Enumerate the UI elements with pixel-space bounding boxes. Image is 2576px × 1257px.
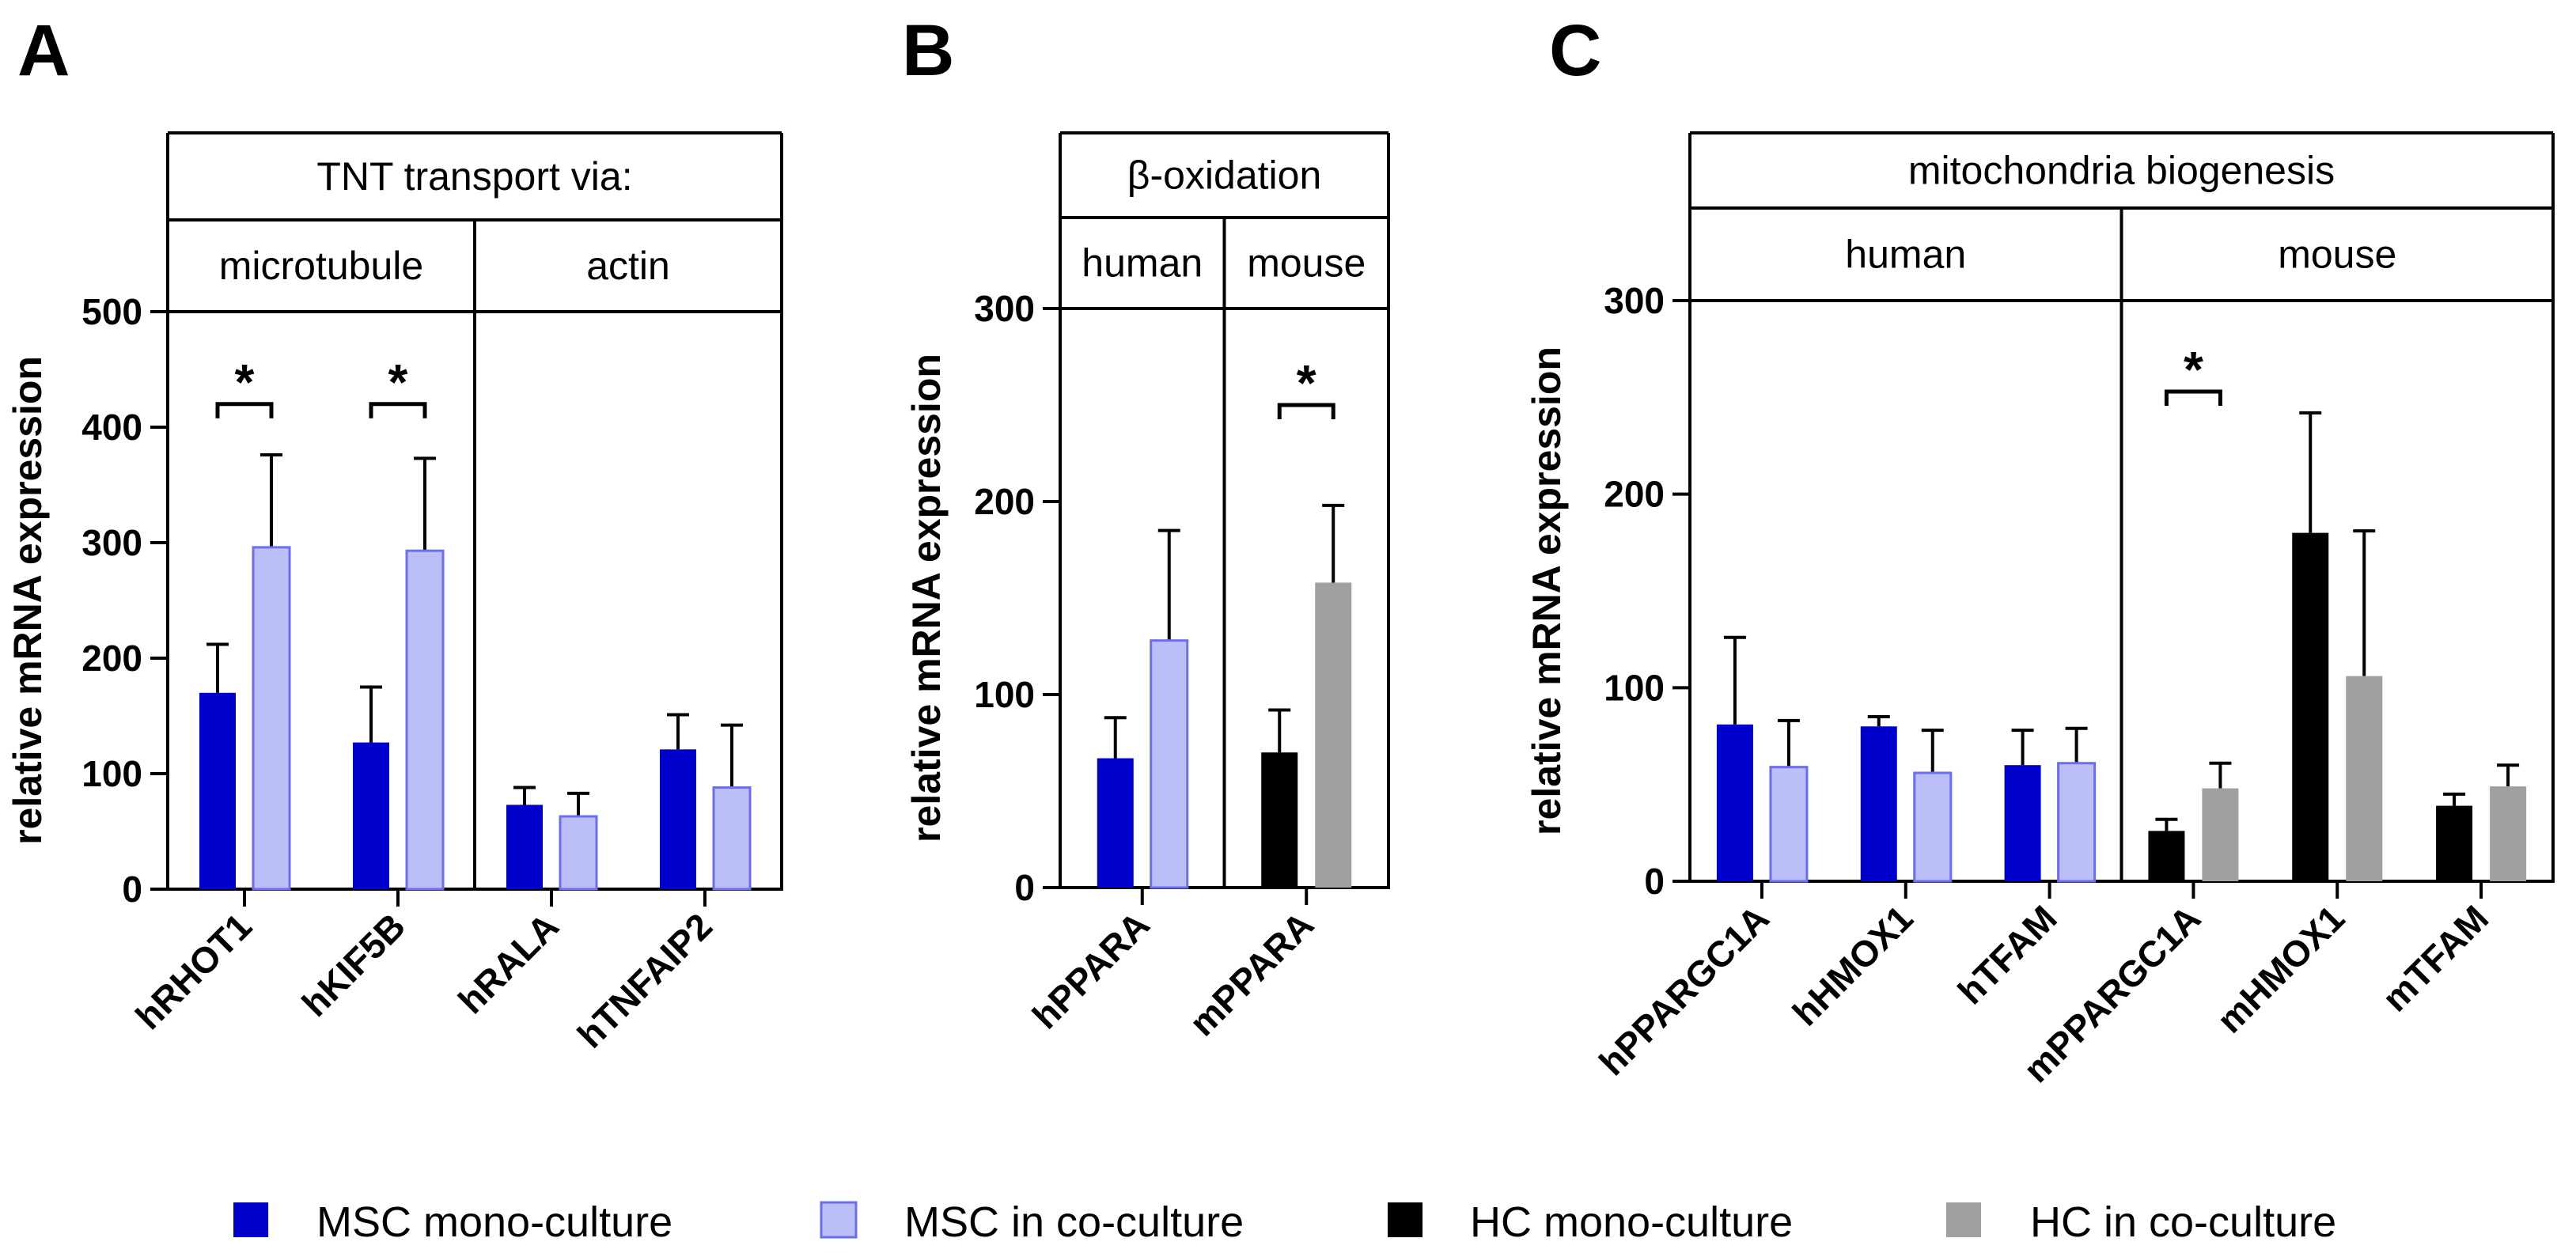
panel-c-y-tick-label: 100	[1604, 667, 1665, 708]
panel-b-chart: β-oxidation human mouse 0 100 200 300 relative …	[904, 131, 1390, 1043]
panel-a-bar-hrhot1-msc-in-co-culture	[252, 546, 291, 891]
panel-b-category-label-mppara: mPPARA	[1181, 903, 1321, 1043]
panel-a-bar-htnfaip2-msc-in-co-culture	[712, 786, 752, 891]
panel-a-y-tick-label: 200	[81, 638, 142, 679]
legend-label-msc-mono: MSC mono-culture	[316, 1198, 672, 1246]
panel-a-bar-hkif5b-msc-mono-culture	[353, 742, 389, 889]
panel-b-subheader-mouse: mouse	[1247, 241, 1366, 286]
panel-a-category-label-hrhot1: hRHOT1	[127, 905, 259, 1037]
panel-b-significance-star-mppara: *	[1297, 354, 1316, 411]
panel-a-bar-htnfaip2-msc-mono-culture	[660, 749, 696, 889]
panel-c-y-tick-label: 0	[1644, 861, 1665, 902]
legend-swatch-hc-co	[1946, 1202, 1981, 1237]
panel-letter-a: A	[17, 10, 70, 91]
legend: MSC mono-culture MSC in co-culture HC mo…	[233, 1198, 2336, 1246]
legend-item-hc-mono: HC mono-culture	[1388, 1198, 1793, 1246]
panel-b-significance-bracket-mppara	[1277, 403, 1335, 419]
panel-c-y-axis-label: relative mRNA expression	[1525, 346, 1569, 835]
panel-c-significance-star-mppargc1a: *	[2184, 341, 2203, 398]
panel-a-category-label-htnfaip2: hTNFAIP2	[570, 905, 720, 1055]
legend-item-hc-co: HC in co-culture	[1946, 1198, 2336, 1246]
panel-c-bar-mhmox1-mono-culture	[2292, 532, 2329, 881]
legend-label-hc-co: HC in co-culture	[2030, 1198, 2336, 1246]
panel-a-significance-bracket-hkif5b	[369, 402, 427, 418]
panel-letter-c: C	[1549, 10, 1601, 91]
panel-c-header: mitochondria biogenesis	[1908, 149, 2335, 193]
panel-a-y-tick-label: 400	[81, 407, 142, 448]
panel-c-chart: mitochondria biogenesis human mouse 0 100 200…	[1525, 131, 2555, 1090]
panel-a-bar-hrala-msc-in-co-culture	[559, 815, 598, 891]
panel-a-y-axis-label: relative mRNA expression	[6, 356, 50, 845]
panel-c-bar-mppargc1a-mono-culture	[2148, 831, 2185, 881]
panel-letter-b: B	[902, 10, 954, 91]
panel-b-y-tick-label: 0	[1014, 867, 1035, 908]
panel-a-significance-star-hkif5b: *	[388, 354, 408, 411]
panel-a-bar-hrala-msc-mono-culture	[506, 805, 543, 889]
panel-a-y-tick-label: 300	[81, 522, 142, 563]
panel-a-y-tick-label: 0	[122, 869, 142, 910]
legend-swatch-msc-mono	[233, 1202, 268, 1237]
panel-a-category-label-hkif5b: hKIF5B	[294, 905, 413, 1024]
panel-a-significance-star-hrhot1: *	[235, 354, 255, 411]
panel-b-bar-hppara-in-co-culture	[1150, 639, 1189, 889]
panel-b-subheader-human: human	[1082, 241, 1203, 286]
panel-a-y-tick-label: 500	[81, 291, 142, 332]
legend-label-hc-mono: HC mono-culture	[1470, 1198, 1793, 1246]
panel-a-bar-hkif5b-msc-in-co-culture	[405, 549, 445, 891]
panel-c-y-tick-label: 200	[1604, 474, 1665, 515]
panel-c-category-label-htfam: hTFAM	[1949, 897, 2064, 1012]
panel-c-subheader-human: human	[1845, 233, 1966, 277]
panel-c-category-label-hppargc1a: hPPARGC1A	[1591, 897, 1777, 1083]
panel-b-y-tick-label: 200	[974, 481, 1035, 522]
panel-b-y-tick-label: 300	[974, 288, 1035, 329]
legend-swatch-hc-mono	[1388, 1202, 1422, 1237]
panel-c-bar-mtfam-in-co-culture	[2490, 786, 2527, 881]
panel-b-y-axis-label: relative mRNA expression	[904, 354, 949, 842]
panel-b-category-label-hppara: hPPARA	[1025, 903, 1157, 1036]
panel-a-significance-bracket-hrhot1	[215, 402, 274, 418]
panel-c-category-label-mtfam: mTFAM	[2374, 897, 2496, 1019]
panel-a-bar-hrhot1-msc-mono-culture	[199, 692, 236, 889]
panel-c-bar-htfam-in-co-culture	[2057, 762, 2097, 883]
panel-a-category-label-hrala: hRALA	[450, 905, 566, 1021]
panel-a-y-tick-label: 100	[81, 753, 142, 794]
panel-c-bar-hhmox1-mono-culture	[1860, 726, 1897, 881]
panel-a-subheader-actin: actin	[586, 244, 670, 288]
panel-b-header: β-oxidation	[1127, 153, 1322, 198]
panel-c-bar-mhmox1-in-co-culture	[2346, 676, 2383, 881]
panel-c-bar-mtfam-mono-culture	[2436, 805, 2473, 881]
panel-c-bar-htfam-mono-culture	[2004, 765, 2041, 881]
panel-c-category-label-hhmox1: hHMOX1	[1785, 897, 1921, 1033]
panel-a-chart: TNT transport via: microtubule actin 0 100 20…	[6, 131, 783, 1056]
panel-c-bar-hppargc1a-in-co-culture	[1769, 766, 1809, 883]
panel-b-y-tick-label: 100	[974, 674, 1035, 715]
legend-item-msc-co: MSC in co-culture	[820, 1198, 1244, 1246]
panel-a-subheader-microtubule: microtubule	[219, 244, 423, 288]
panel-b-bar-mppara-in-co-culture	[1315, 582, 1352, 888]
panel-a-header: TNT transport via:	[316, 154, 632, 199]
legend-label-msc-co: MSC in co-culture	[904, 1198, 1244, 1246]
panel-c-bar-mppargc1a-in-co-culture	[2202, 788, 2239, 881]
legend-item-msc-mono: MSC mono-culture	[233, 1198, 672, 1246]
panel-c-y-tick-label: 300	[1604, 280, 1665, 321]
panel-c-bar-hppargc1a-mono-culture	[1716, 724, 1753, 881]
panel-c-subheader-mouse: mouse	[2278, 233, 2396, 277]
panel-b-bar-mppara-mono-culture	[1261, 752, 1298, 888]
panel-c-category-label-mhmox1: mHMOX1	[2209, 897, 2352, 1040]
panel-b-bar-hppara-mono-culture	[1097, 758, 1134, 888]
legend-swatch-msc-co	[820, 1201, 858, 1239]
panel-c-significance-bracket-mppargc1a	[2164, 389, 2222, 406]
panel-c-bar-hhmox1-in-co-culture	[1913, 771, 1953, 883]
